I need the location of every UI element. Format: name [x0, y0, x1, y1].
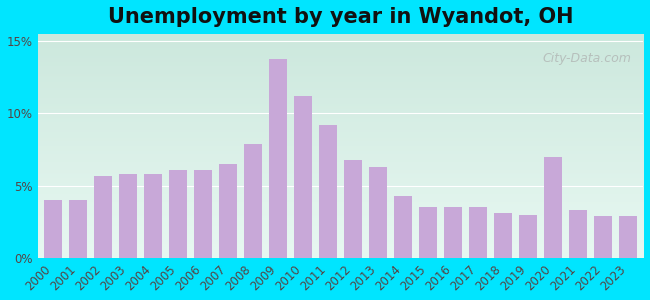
Bar — [594, 216, 612, 258]
Bar — [94, 176, 112, 258]
Bar — [394, 196, 411, 258]
Bar — [419, 207, 437, 258]
Bar — [494, 213, 512, 258]
Bar — [319, 125, 337, 258]
Bar — [144, 174, 162, 258]
Bar — [369, 167, 387, 258]
Bar — [119, 174, 136, 258]
Bar — [619, 216, 637, 258]
Bar — [544, 157, 562, 258]
Title: Unemployment by year in Wyandot, OH: Unemployment by year in Wyandot, OH — [108, 7, 573, 27]
Bar — [294, 96, 311, 258]
Bar — [169, 170, 187, 258]
Bar — [569, 210, 587, 258]
Bar — [269, 58, 287, 258]
Text: City-Data.com: City-Data.com — [542, 52, 631, 65]
Bar — [519, 214, 537, 258]
Bar — [344, 160, 361, 258]
Bar — [469, 207, 487, 258]
Bar — [44, 200, 62, 258]
Bar — [69, 200, 86, 258]
Bar — [219, 164, 237, 258]
Bar — [444, 207, 462, 258]
Bar — [244, 144, 262, 258]
Bar — [194, 170, 212, 258]
